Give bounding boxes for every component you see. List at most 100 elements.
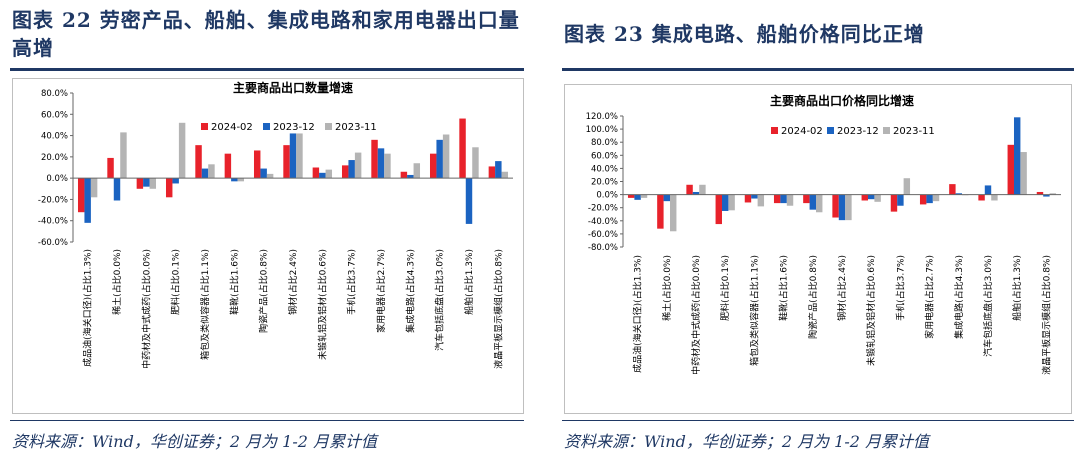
bar-2023-11 — [472, 147, 479, 179]
bar-2023-12 — [143, 178, 150, 187]
legend-swatch — [883, 127, 890, 134]
bar-2023-11 — [442, 134, 450, 179]
bar-2023-12 — [838, 194, 846, 221]
y-tick-label: -40.0% — [38, 217, 68, 227]
bar-2023-12 — [84, 178, 91, 223]
x-category-label: 中药材及中式成药(占比0.0%) — [690, 255, 702, 375]
x-category-label: 船舶(占比1.3%) — [463, 249, 475, 315]
bar-2024-02 — [459, 118, 466, 179]
bar-2024-02 — [224, 153, 232, 179]
x-category-label: 肥料(占比0.1%) — [719, 255, 731, 321]
x-category-label: 钢材(占比2.4%) — [287, 249, 299, 315]
bar-2024-02 — [400, 171, 408, 179]
x-category-label: 陶瓷产品(占比0.8%) — [807, 255, 819, 339]
legend-swatch — [771, 127, 778, 134]
bar-2023-12 — [692, 191, 700, 195]
bar-2024-02 — [919, 194, 927, 205]
bar-2023-11 — [178, 122, 186, 179]
x-category-label: 家用电器(占比2.7%) — [375, 249, 387, 333]
bar-2023-11 — [874, 194, 881, 202]
chart-title: 主要商品出口价格同比增速 — [770, 93, 914, 108]
bar-2023-12 — [348, 160, 355, 179]
bar-2024-02 — [107, 157, 114, 179]
bar-2023-12 — [751, 194, 758, 199]
bar-2023-11 — [903, 178, 911, 195]
bar-2023-12 — [926, 194, 933, 204]
left-chart-svg: 主要商品出口数量增速 80.0% 60.0% 40.0% 20.0% 0.0% -20.0%… — [38, 80, 513, 369]
bar-2023-11 — [1020, 152, 1027, 195]
bar-2023-12 — [721, 194, 729, 211]
bar-2023-12 — [1013, 117, 1021, 195]
bar-2023-11 — [786, 194, 794, 206]
y-tick-label: 0.0% — [46, 174, 68, 184]
x-category-label: 手机(占比3.7%) — [346, 249, 358, 315]
right-figure-panel: 图表 23 集成电路、船舶价格同比正增 主要商品出口价格同比增速 120.0% 10… — [552, 0, 1080, 462]
legend-label: 2024-02 — [781, 126, 823, 137]
y-tick-label: -60.0% — [38, 238, 68, 248]
bar-2024-02 — [341, 165, 349, 179]
y-tick-label: 20.0% — [591, 178, 618, 188]
bar-2023-11 — [325, 169, 333, 179]
x-category-label: 稀土(占比0.0%) — [661, 255, 673, 321]
bar-2024-02 — [283, 145, 290, 179]
left-title-rule — [10, 68, 524, 71]
y-tick-label: 0.0% — [596, 191, 618, 201]
bar-2023-12 — [465, 178, 473, 224]
bar-2024-02 — [253, 150, 261, 179]
x-category-label: 手机(占比3.7%) — [894, 255, 906, 321]
x-category-label: 未锻轧铝及铝材(占比0.6%) — [316, 249, 328, 360]
x-category-label: 箱包及类似容器(占比1.1%) — [199, 249, 211, 360]
y-tick-label: 80.0% — [591, 138, 618, 148]
bar-2023-11 — [816, 194, 823, 213]
x-category-label: 成品油(海关口径)(占比1.3%) — [82, 249, 94, 367]
bar-2023-11 — [120, 132, 127, 179]
x-category-label: 成品油(海关口径)(占比1.3%) — [632, 255, 644, 373]
bar-2024-02 — [312, 167, 320, 179]
bar-2023-12 — [407, 174, 414, 179]
legend-label: 2023-11 — [893, 126, 935, 137]
bar-2023-12 — [289, 133, 297, 179]
x-category-label: 液晶平板显示模组(占比0.8%) — [1040, 255, 1052, 375]
bar-2024-02 — [715, 194, 722, 225]
bar-2023-12 — [867, 194, 875, 200]
y-tick-label: 40.0% — [591, 164, 618, 174]
bar-2023-12 — [377, 148, 385, 179]
legend-swatch — [325, 123, 332, 130]
bar-2023-11 — [501, 171, 509, 179]
left-source-note: 资料来源：Wind，华创证券；2 月为 1-2 月累计值 — [12, 432, 378, 451]
bar-2024-02 — [657, 194, 664, 229]
x-category-label: 汽车包括底盘(占比3.0%) — [982, 255, 994, 357]
x-category-label: 钢材(占比2.4%) — [836, 255, 848, 321]
bar-2023-11 — [237, 178, 245, 182]
bar-2023-12 — [663, 194, 671, 202]
legend-label: 2023-12 — [273, 122, 315, 133]
bar-2023-11 — [670, 194, 677, 232]
x-category-label: 未锻轧铝及铝材(占比0.6%) — [865, 255, 877, 366]
bar-2023-11 — [149, 178, 157, 189]
bar-2024-02 — [773, 194, 781, 204]
legend-swatch — [201, 123, 208, 130]
y-tick-label: 120.0% — [586, 112, 618, 122]
bar-2023-12 — [172, 178, 179, 184]
bar-2024-02 — [832, 194, 839, 218]
x-category-label: 鞋靴(占比1.6%) — [228, 249, 240, 315]
bar-2024-02 — [488, 166, 496, 179]
x-category-label: 肥料(占比0.1%) — [170, 249, 182, 315]
left-figure-title: 图表 22 劳密产品、船舶、集成电路和家用电器出口量高增 — [12, 8, 520, 60]
bar-2023-11 — [1049, 193, 1057, 195]
bar-2023-12 — [1043, 194, 1050, 197]
bar-2023-12 — [897, 194, 904, 206]
bar-2024-02 — [165, 178, 173, 198]
bar-2023-12 — [495, 161, 502, 179]
bar-2023-12 — [319, 172, 326, 179]
bar-2023-11 — [208, 164, 215, 179]
bar-2024-02 — [803, 194, 810, 204]
legend-swatch — [263, 123, 270, 130]
bar-2024-02 — [744, 194, 752, 203]
bar-2024-02 — [861, 194, 868, 201]
left-figure-panel: 图表 22 劳密产品、船舶、集成电路和家用电器出口量高增 主要商品出口数量增速 8… — [0, 0, 530, 462]
bar-2023-12 — [113, 178, 121, 201]
right-source-note: 资料来源：Wind，华创证券；2 月为 1-2 月累计值 — [564, 432, 930, 451]
legend-label: 2024-02 — [211, 122, 253, 133]
bar-2023-12 — [780, 194, 787, 204]
